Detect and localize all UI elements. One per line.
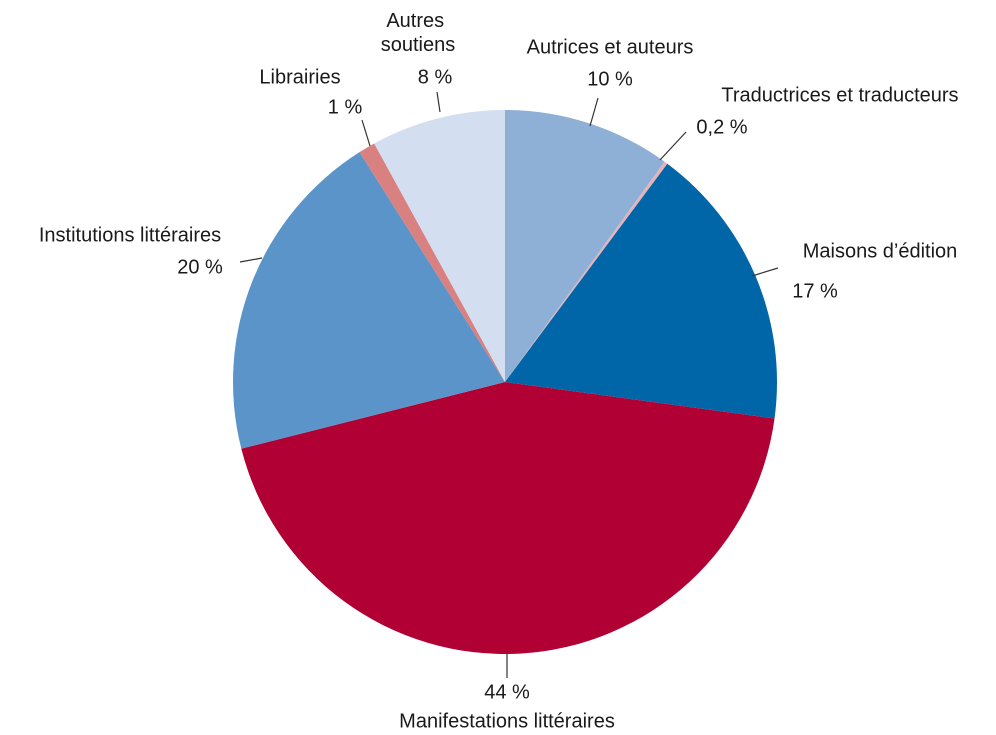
- slice-label: Librairies: [259, 66, 340, 88]
- pie-slice: [505, 110, 665, 382]
- slice-value-label: 1 %: [328, 96, 363, 118]
- leader-line: [436, 91, 441, 113]
- slice-value-label: 8 %: [418, 66, 453, 88]
- pie-slice: [505, 163, 777, 419]
- slice-value-label: 44 %: [484, 681, 530, 703]
- leader-line: [659, 131, 687, 161]
- slice-value-label: 10 %: [587, 68, 633, 90]
- slice-value-label: 20 %: [177, 256, 223, 278]
- pie-slice: [505, 161, 668, 382]
- slice-value-label: 17 %: [792, 280, 838, 302]
- leader-line: [589, 97, 599, 127]
- pie-slice: [233, 152, 505, 449]
- slice-label: Manifestations littéraires: [399, 710, 615, 732]
- leader-line: [361, 119, 371, 147]
- slice-label: Maisons d’édition: [803, 240, 958, 262]
- leader-line: [751, 267, 779, 277]
- leader-line: [239, 257, 263, 263]
- slice-value-label: 0,2 %: [696, 116, 747, 138]
- pie-slice: [241, 382, 775, 655]
- slice-label: Autrices et auteurs: [527, 36, 694, 58]
- slice-label: Autres soutiens: [381, 10, 456, 56]
- pie-slice: [374, 110, 505, 382]
- slice-label: Traductrices et traducteurs: [721, 84, 958, 106]
- slice-label: Institutions littéraires: [39, 224, 221, 246]
- pie-slice: [359, 143, 505, 382]
